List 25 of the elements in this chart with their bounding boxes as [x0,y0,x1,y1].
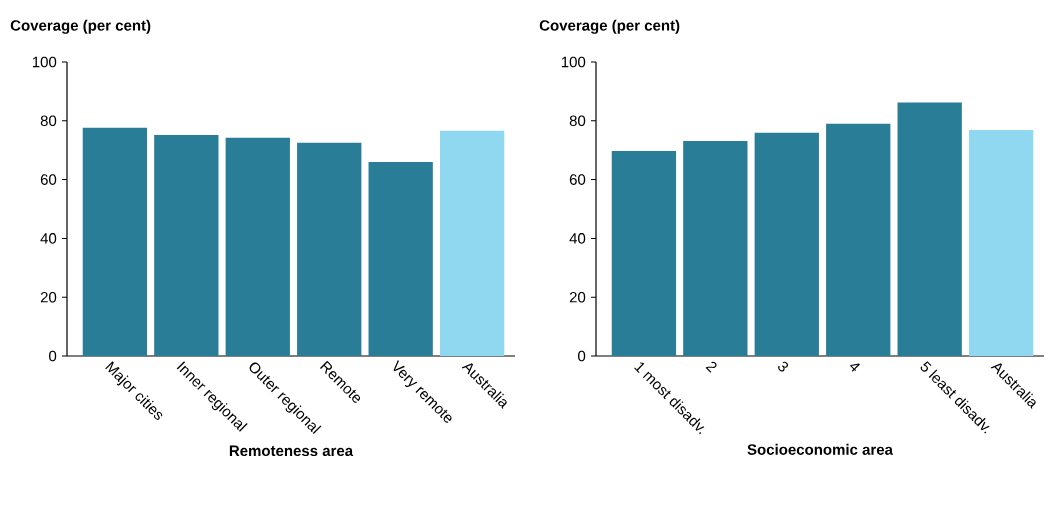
bar [368,161,433,356]
bar [297,142,362,356]
x-axis-title: Socioeconomic area [747,443,894,455]
x-tick-label: 3 [778,361,789,372]
y-tick-label: 40 [40,233,57,244]
y-tick-label: 0 [578,350,586,362]
y-tick-label: 100 [32,56,57,68]
bar [225,137,290,356]
y-axis-title: Coverage (per cent) [10,19,151,34]
y-tick-label: 0 [49,350,57,362]
y-tick-label: 60 [40,174,57,185]
bar [82,127,148,356]
y-tick-label: 60 [569,174,586,185]
y-tick-label: 80 [40,115,57,127]
y-axis-title: Coverage (per cent) [539,19,680,34]
y-tick-label: 80 [569,115,586,127]
x-tick-label: 2 [705,361,717,373]
bar [154,134,219,356]
y-tick-label: 20 [40,291,57,303]
y-tick-label: 100 [561,56,586,68]
x-tick-label: 4 [850,363,860,372]
x-axis-title: Remoteness area [229,445,354,457]
y-tick-label: 40 [569,233,586,244]
y-tick-label: 20 [569,291,586,303]
bar [439,130,505,356]
